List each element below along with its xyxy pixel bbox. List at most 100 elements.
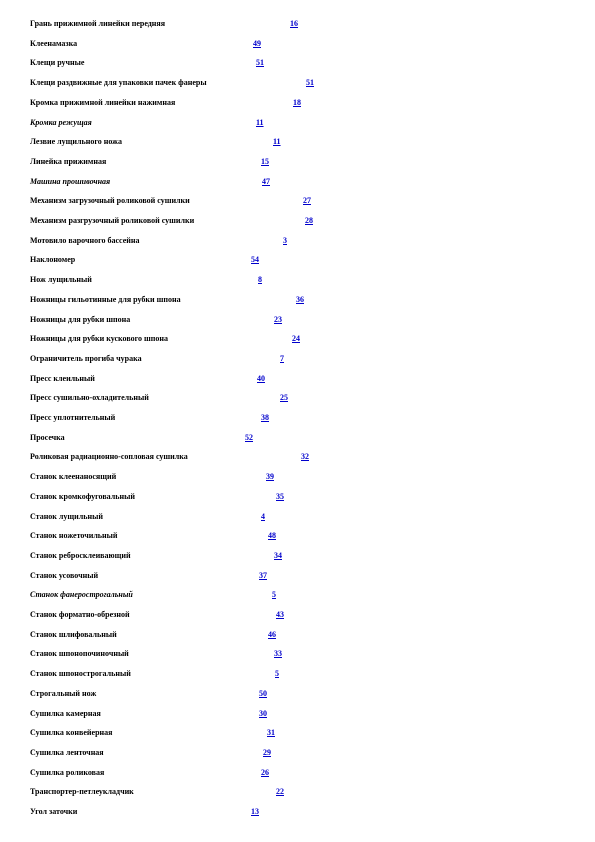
page-link[interactable]: 33 xyxy=(274,649,282,659)
page-link[interactable]: 52 xyxy=(245,432,253,442)
term: Пресс клеильный xyxy=(30,373,95,383)
page-link[interactable]: 13 xyxy=(251,807,259,816)
term: Сушилка ленточная xyxy=(30,747,104,757)
term: Строгальный нож xyxy=(30,688,97,698)
index-entry: Станок форматно-обрезной xyxy=(30,610,130,620)
page-link[interactable]: 23 xyxy=(274,314,282,324)
page-link[interactable]: 50 xyxy=(259,688,267,698)
page-link[interactable]: 29 xyxy=(263,747,271,757)
index-entry: Угол заточки xyxy=(30,807,77,817)
page-link[interactable]: 54 xyxy=(251,255,259,265)
index-entry: Станок лущильный xyxy=(30,512,103,522)
index-entry: Станок ножеточильный xyxy=(30,531,118,541)
index-entry: Пресс сушильно-охладительный xyxy=(30,393,149,403)
page-link[interactable]: 31 xyxy=(267,728,275,738)
page-link[interactable]: 5 xyxy=(272,590,276,600)
index-entry: Механизм загрузочный роликовой сушилки xyxy=(30,196,190,206)
term: Станок усовочный xyxy=(30,570,99,580)
term: Транспортер-петлеукладчик xyxy=(30,787,134,797)
term: Пресс сушильно-охладительный xyxy=(30,393,149,403)
page-link[interactable]: 38 xyxy=(261,413,269,422)
term: Станок ребросклеивающий xyxy=(30,550,131,560)
page-link[interactable]: 37 xyxy=(259,570,267,580)
page-link[interactable]: 43 xyxy=(276,610,284,619)
index-entry: Линейка прижимная xyxy=(30,157,106,167)
term: Линейка прижимная xyxy=(30,156,107,166)
term: Наклономер xyxy=(30,255,76,265)
term: Машина прошивочная xyxy=(30,176,111,186)
index-entry: Строгальный нож xyxy=(30,689,96,699)
index-entry: Клещи раздвижные для упаковки пачек фане… xyxy=(30,78,207,88)
page-link[interactable]: 11 xyxy=(273,137,281,147)
term: Мотовило варочного бассейна xyxy=(30,235,140,245)
index-entry: Просечка xyxy=(30,433,65,443)
index-entry: Клещи ручные xyxy=(30,58,84,68)
term: Станок фанерострогальный xyxy=(30,590,133,600)
page-link[interactable]: 35 xyxy=(276,491,284,501)
index-entry: Кромка режущая xyxy=(30,118,92,128)
page-link[interactable]: 18 xyxy=(293,97,301,107)
term: Станок лущильный xyxy=(30,511,103,521)
page-link[interactable]: 8 xyxy=(258,275,262,285)
page-link[interactable]: 40 xyxy=(257,373,265,383)
term: Сушилка камерная xyxy=(30,708,101,718)
page-link[interactable]: 16 xyxy=(290,19,298,28)
page-link[interactable]: 25 xyxy=(280,393,288,403)
page-link[interactable]: 27 xyxy=(303,196,311,206)
page-link[interactable]: 48 xyxy=(268,531,276,541)
index-entry: Станок кромкофуговальный xyxy=(30,492,135,502)
term: Механизм загрузочный роликовой сушилки xyxy=(30,196,190,206)
term: Угол заточки xyxy=(30,807,78,816)
page-link[interactable]: 46 xyxy=(268,629,276,639)
page-link[interactable]: 22 xyxy=(276,787,284,797)
term: Грань прижимной линейки передняя xyxy=(30,19,166,28)
index-entry: Станок фанерострогальный xyxy=(30,590,133,600)
index-entry: Станок ребросклеивающий xyxy=(30,551,131,561)
page-link[interactable]: 5 xyxy=(275,669,279,679)
term: Станок кромкофуговальный xyxy=(30,491,135,501)
page-link[interactable]: 11 xyxy=(256,117,264,127)
term: Станок форматно-обрезной xyxy=(30,610,130,619)
term: Станок шпонопочиночный xyxy=(30,649,129,659)
index-entry: Лезвие лущильного ножа xyxy=(30,137,122,147)
page-link[interactable]: 36 xyxy=(296,294,304,304)
index-entry: Роликовая радиационно-сопловая сушилка xyxy=(30,452,188,462)
index-entry: Пресс уплотнительный xyxy=(30,413,115,423)
page-link[interactable]: 34 xyxy=(274,550,282,560)
index-entry: Сушилка конвейерная xyxy=(30,728,112,738)
term: Станок ножеточильный xyxy=(30,531,118,541)
page-link[interactable]: 47 xyxy=(262,176,270,186)
page-link[interactable]: 4 xyxy=(261,511,265,521)
page-link[interactable]: 51 xyxy=(306,78,314,88)
index-entry: Пресс клеильный xyxy=(30,374,95,384)
index-entry: Станок шлифовальный xyxy=(30,630,117,640)
term: Клещи ручные xyxy=(30,58,85,68)
page-link[interactable]: 7 xyxy=(280,353,284,363)
page-link[interactable]: 39 xyxy=(266,472,274,482)
page-link[interactable]: 15 xyxy=(261,156,269,166)
index-entry: Наклономер xyxy=(30,255,75,265)
index-entry: Нож лущильный xyxy=(30,275,92,285)
term: Механизм разгрузочный роликовой сушилки xyxy=(30,216,195,225)
term: Ножницы для рубки кускового шпона xyxy=(30,334,168,344)
term: Пресс уплотнительный xyxy=(30,413,116,422)
page-link[interactable]: 32 xyxy=(301,452,309,462)
index-entry: Машина прошивочная xyxy=(30,177,110,187)
index-entry: Сушилка камерная xyxy=(30,709,101,719)
term: Ножницы гильотинные для рубки шпона xyxy=(30,294,181,304)
page-link[interactable]: 30 xyxy=(259,708,267,718)
index-entry: Станок клеенаносящий xyxy=(30,472,116,482)
term: Сушилка роликовая xyxy=(30,767,105,777)
term: Лезвие лущильного ножа xyxy=(30,137,122,147)
term: Клеенамазка xyxy=(30,38,78,48)
term: Станок клеенаносящий xyxy=(30,472,117,482)
page-link[interactable]: 24 xyxy=(292,334,300,344)
page-link[interactable]: 49 xyxy=(253,38,261,48)
page-link[interactable]: 51 xyxy=(256,58,264,68)
page-link[interactable]: 28 xyxy=(305,216,313,225)
term: Нож лущильный xyxy=(30,275,92,285)
index-entry: Механизм разгрузочный роликовой сушилки xyxy=(30,216,194,226)
page-link[interactable]: 26 xyxy=(261,767,269,777)
page-link[interactable]: 3 xyxy=(283,235,287,245)
